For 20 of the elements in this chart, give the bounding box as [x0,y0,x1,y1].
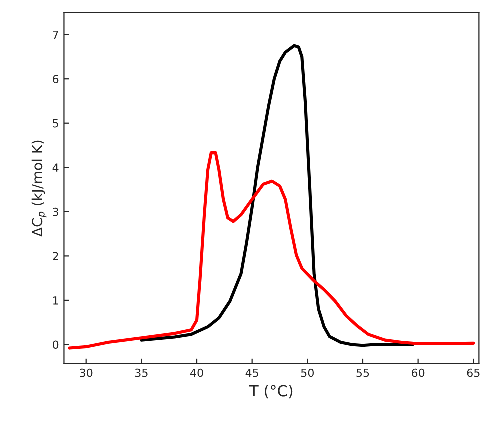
y-tick-label: 0 [53,340,59,350]
x-tick-label: 30 [80,368,93,378]
x-tick-label: 45 [246,368,258,378]
x-tick-label: 60 [412,368,425,378]
y-tick-label: 6 [53,75,59,84]
x-tick-label: 65 [467,368,480,378]
line-series [140,44,414,348]
y-tick-label: 1 [54,296,58,305]
y-tick-label: 2 [53,252,58,260]
y-axis-title: ΔC$_{p}$ (kJ/mol K) [32,140,47,237]
y-tick-label: 5 [53,119,58,128]
y-tick-label: 4 [52,164,59,172]
x-tick-label: 55 [356,368,370,378]
line-series [68,152,476,350]
x-tick-label: 40 [190,368,204,378]
y-tick-label: 7 [53,30,58,40]
x-tick-label: 35 [135,368,148,378]
x-axis-title: T (°C) [249,384,293,399]
x-tick-label: 50 [301,368,314,378]
y-tick-label: 3 [53,208,58,216]
